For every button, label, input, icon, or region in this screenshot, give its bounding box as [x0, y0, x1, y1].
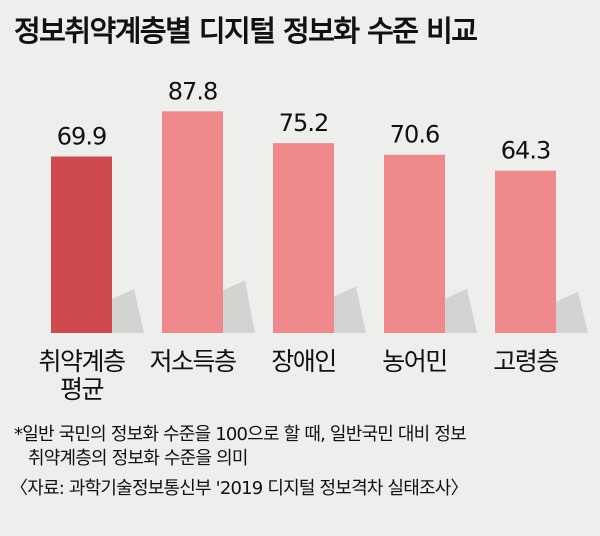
category-label: 농어민: [382, 347, 447, 376]
bar-shadow: [556, 291, 588, 333]
bar-shadow: [223, 280, 255, 333]
bar: [162, 111, 223, 334]
bar-shadow: [334, 286, 366, 333]
category-label: 장애인: [271, 347, 336, 376]
value-label: 64.3: [501, 137, 550, 165]
chart-title: 정보취약계층별 디지털 정보화 수준 비교: [14, 14, 478, 48]
category-label: 평균: [60, 375, 104, 404]
bar: [495, 170, 556, 333]
bar: [273, 143, 334, 333]
footnote-line-2: 취약계층의 정보화 수준을 의미: [28, 448, 248, 469]
category-label: 취약계층: [38, 347, 125, 376]
bar-shadow: [112, 289, 144, 333]
bar: [384, 154, 445, 333]
bar-shadow: [445, 288, 477, 333]
source-note: 〈자료: 과학기술정보통신부 '2019 디지털 정보격차 실태조사〉: [10, 478, 469, 499]
value-label: 69.9: [57, 123, 106, 151]
category-label: 저소득층: [149, 347, 236, 376]
value-label: 87.8: [168, 77, 217, 105]
category-label: 고령층: [493, 347, 558, 376]
value-label: 75.2: [279, 109, 328, 137]
footnote-line-1: *일반 국민의 정보화 수준을 100으로 할 때, 일반국민 대비 정보: [14, 424, 467, 445]
bar: [51, 156, 112, 333]
value-label: 70.6: [390, 121, 439, 149]
